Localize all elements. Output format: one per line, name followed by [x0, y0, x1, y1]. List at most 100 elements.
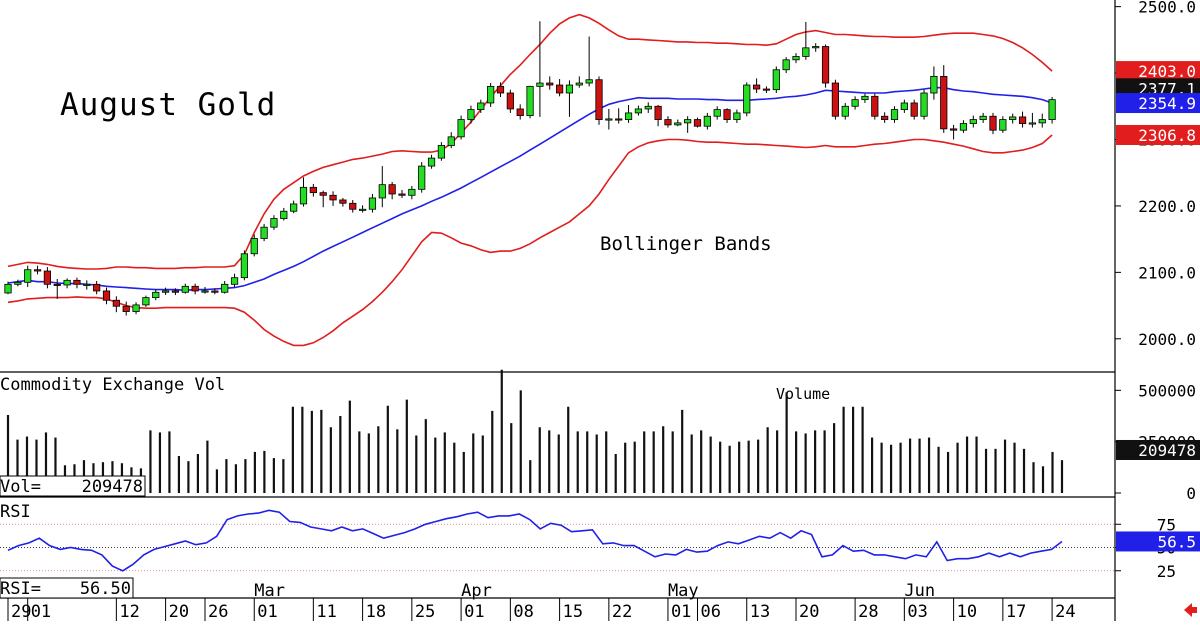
x-tick-label: 20 — [169, 602, 189, 621]
candle-body — [595, 79, 603, 120]
candle-body — [4, 283, 12, 294]
candle-body — [418, 165, 426, 190]
price-candle — [418, 162, 426, 193]
candle-body — [447, 136, 455, 146]
bollinger-lower-band — [7, 134, 1053, 347]
rsi-y-tick-label: 25 — [1157, 562, 1176, 581]
candle-body — [536, 82, 544, 87]
volume-readout-label: Vol= — [0, 477, 41, 497]
price-candle — [201, 286, 209, 294]
price-candle — [654, 104, 662, 127]
x-axis: 29 01 12 20 26 01 11 18 25 01 08 15 22 01 06 13 20 28 03 10… — [7, 581, 1076, 622]
candle-body — [339, 199, 347, 204]
price-candle — [102, 287, 111, 305]
candle-body — [634, 108, 643, 114]
candle-body — [575, 82, 583, 86]
candle-body — [53, 283, 61, 286]
rsi-readout-label: RSI= — [0, 579, 41, 599]
volume-panel: Commodity Exchange Vol Volume 0250000500… — [0, 369, 1200, 503]
rsi-last-value-text: 56.5 — [1157, 532, 1196, 551]
x-tick-label: 01 — [671, 602, 691, 621]
price-candle — [339, 197, 347, 207]
candle-body — [14, 281, 22, 285]
candle-body — [812, 46, 820, 49]
price-candle — [191, 283, 199, 295]
price-candle — [890, 106, 899, 123]
candle-body — [565, 84, 574, 94]
candle-body — [437, 145, 446, 159]
price-candle — [250, 234, 258, 257]
candle-body — [496, 85, 505, 94]
candle-body — [841, 105, 849, 117]
price-candle — [319, 190, 327, 208]
candle-body — [516, 108, 524, 116]
price-candle — [871, 93, 879, 120]
price-candle — [595, 76, 603, 125]
candle-body — [959, 123, 968, 131]
price-panel: August Gold Bollinger Bands 2000.0 2100.0… — [4, 0, 1200, 349]
candle-body — [526, 85, 534, 116]
candle-body — [230, 277, 239, 285]
candle-body — [211, 290, 219, 293]
price-candle — [122, 301, 130, 316]
volume-last-value-box — [1116, 439, 1200, 460]
price-candle — [900, 99, 908, 113]
price-label-marker: 2403.0 — [1116, 61, 1200, 81]
candle-body — [1009, 116, 1017, 120]
scroll-left-arrow-icon[interactable] — [1184, 603, 1197, 617]
x-tick-label: 12 — [119, 602, 139, 621]
price-candle — [624, 104, 633, 123]
price-candle — [723, 108, 731, 123]
candle-body — [861, 95, 869, 101]
price-candle — [851, 96, 859, 110]
price-candle — [83, 280, 91, 290]
candle-body — [624, 112, 633, 120]
candle-body — [772, 69, 780, 91]
candle-body — [309, 186, 317, 194]
x-tick-label: 18 — [366, 602, 386, 621]
candle-body — [703, 115, 711, 127]
price-label-box — [1116, 124, 1200, 145]
price-candle — [516, 104, 524, 120]
candle-body — [398, 193, 406, 196]
price-candle — [427, 154, 436, 169]
x-tick-label: 03 — [907, 602, 927, 621]
candle-body — [910, 102, 918, 117]
price-candle — [585, 36, 593, 87]
x-tick-label: 22 — [612, 602, 632, 621]
price-candle — [4, 281, 12, 295]
candle-body — [142, 297, 150, 306]
candle-body — [1038, 119, 1046, 124]
bollinger-upper-band — [7, 13, 1053, 270]
candle-body — [319, 192, 327, 196]
candle-body — [556, 84, 564, 94]
price-candle — [240, 250, 248, 281]
candle-body — [693, 119, 702, 127]
candle-body — [122, 305, 130, 312]
candle-body — [989, 115, 997, 131]
candle-body — [63, 279, 71, 286]
volume-y-tick-label: 0 — [1186, 484, 1196, 503]
candle-body — [684, 119, 692, 124]
price-candle — [802, 21, 810, 60]
price-candle — [792, 53, 800, 64]
candle-body — [102, 290, 111, 301]
candle-body — [240, 253, 248, 279]
candle-body — [280, 210, 288, 219]
x-month-label: May — [668, 581, 699, 601]
scroll-left-arrow[interactable] — [1184, 603, 1197, 617]
price-candle — [920, 89, 928, 120]
candle-body — [615, 118, 623, 121]
candle-body — [762, 88, 771, 91]
price-candle — [388, 182, 396, 200]
candle-body — [851, 99, 859, 107]
price-label-text: 2354.9 — [1138, 94, 1196, 113]
price-candle — [674, 119, 682, 127]
price-candle — [940, 65, 948, 133]
price-candle — [989, 112, 997, 135]
x-tick-label: 26 — [208, 602, 228, 621]
candle-body — [83, 283, 91, 286]
price-candle — [161, 287, 170, 295]
volume-annotation: Volume — [776, 385, 830, 403]
price-label-box — [1116, 93, 1200, 114]
